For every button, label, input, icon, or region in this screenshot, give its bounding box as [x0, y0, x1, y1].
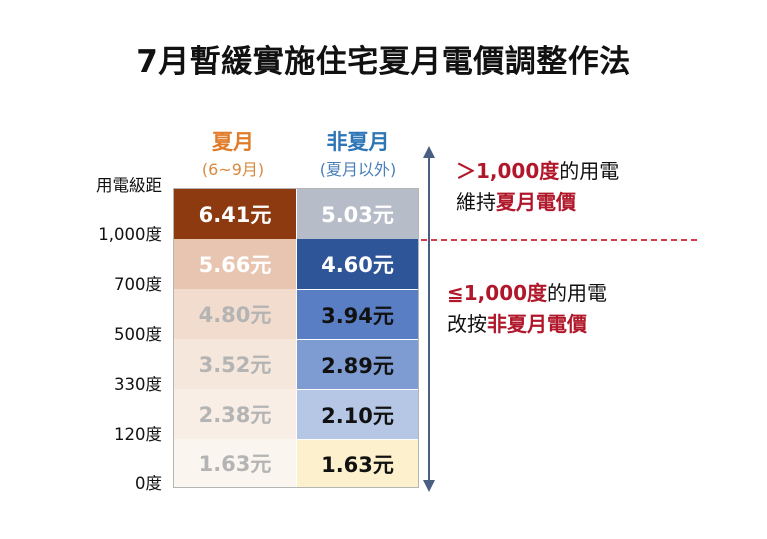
summer-price-cell: 2.38元: [174, 389, 296, 439]
note-lower-emphasis: 非夏月電價: [487, 312, 587, 336]
summer-price-cell: 6.41元: [174, 189, 296, 239]
note-upper-line1: 的用電: [559, 159, 620, 183]
summer-price-cell: 4.80元: [174, 289, 296, 339]
non-summer-price-cell: 2.10元: [296, 389, 418, 439]
note-upper-emphasis: 夏月電價: [496, 190, 576, 214]
tier-label-330: 330度: [114, 375, 162, 394]
price-table: 6.41元 5.66元 4.80元 3.52元 2.38元 1.63元 5.03…: [173, 188, 419, 488]
non-summer-label: 非夏月: [326, 130, 390, 154]
note-lower-line1: 的用電: [547, 281, 608, 305]
non-summer-price-cell: 1.63元: [296, 439, 418, 487]
note-upper: ＞1,000度的用電 維持夏月電價: [456, 156, 619, 218]
summer-label: 夏月: [212, 130, 254, 154]
tier-label-500: 500度: [114, 325, 162, 344]
non-summer-price-cell: 2.89元: [296, 339, 418, 389]
summer-price-cell: 3.52元: [174, 339, 296, 389]
summer-price-cell: 1.63元: [174, 439, 296, 487]
tier-label-700: 700度: [114, 275, 162, 294]
tier-label-1000: 1,000度: [98, 225, 162, 244]
note-upper-line2-prefix: 維持: [456, 190, 496, 214]
note-lower-threshold: ≦1,000度: [447, 281, 548, 305]
summer-column-header: 夏月 (6~9月): [183, 126, 283, 180]
non-summer-months-label: (夏月以外): [319, 160, 397, 179]
note-lower: ≦1,000度的用電 改按非夏月電價: [447, 278, 607, 340]
page-title: 7月暫緩實施住宅夏月電價調整作法: [136, 44, 631, 80]
non-summer-price-cell: 4.60元: [296, 239, 418, 289]
tier-header: 用電級距: [96, 176, 162, 195]
range-arrow-icon: [423, 146, 435, 492]
tier-label-120: 120度: [114, 425, 162, 444]
threshold-divider: [421, 239, 697, 241]
summer-months-label: (6~9月): [201, 160, 265, 179]
summer-price-cell: 5.66元: [174, 239, 296, 289]
note-upper-threshold: ＞1,000度: [456, 159, 560, 183]
tier-label-0: 0度: [135, 474, 162, 493]
non-summer-price-cell: 5.03元: [296, 189, 418, 239]
non-summer-column-header: 非夏月 (夏月以外): [296, 126, 420, 180]
non-summer-price-cell: 3.94元: [296, 289, 418, 339]
note-lower-line2-prefix: 改按: [447, 312, 487, 336]
